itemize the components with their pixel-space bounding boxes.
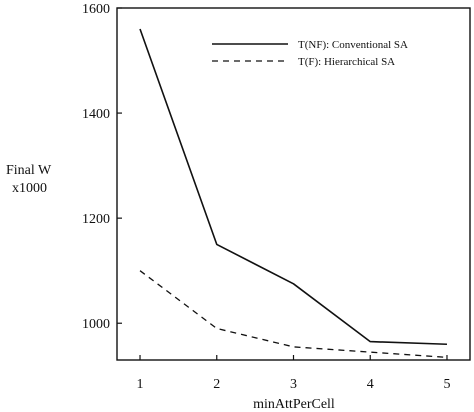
x-axis-label: minAttPerCell <box>253 397 335 412</box>
y-axis-label-line1: Final W <box>6 163 52 178</box>
x-tick-label: 2 <box>213 377 220 392</box>
plot-frame <box>116 7 471 361</box>
series-line-1 <box>139 28 448 346</box>
y-tick-label: 1600 <box>82 2 110 17</box>
x-tick-label: 5 <box>443 377 450 392</box>
y-ticks: 1000 1200 1400 1600 <box>82 2 122 332</box>
x-tick-label: 1 <box>137 377 144 392</box>
series-layer <box>139 28 448 359</box>
legend-label-series-2: T(F): Hierarchical SA <box>298 56 395 68</box>
legend-label-series-1: T(NF): Conventional SA <box>298 39 408 51</box>
x-tick-label: 3 <box>290 377 297 392</box>
y-tick-label: 1400 <box>82 107 110 122</box>
x-ticks: 1 2 3 4 5 <box>137 355 450 392</box>
series-line-2 <box>139 270 448 359</box>
y-tick-label: 1000 <box>82 317 110 332</box>
legend: T(NF): Conventional SA T(F): Hierarchica… <box>212 39 408 68</box>
y-tick-label: 1200 <box>82 212 110 227</box>
x-tick-label: 4 <box>367 377 374 392</box>
y-axis-label-line2: x1000 <box>12 181 47 196</box>
